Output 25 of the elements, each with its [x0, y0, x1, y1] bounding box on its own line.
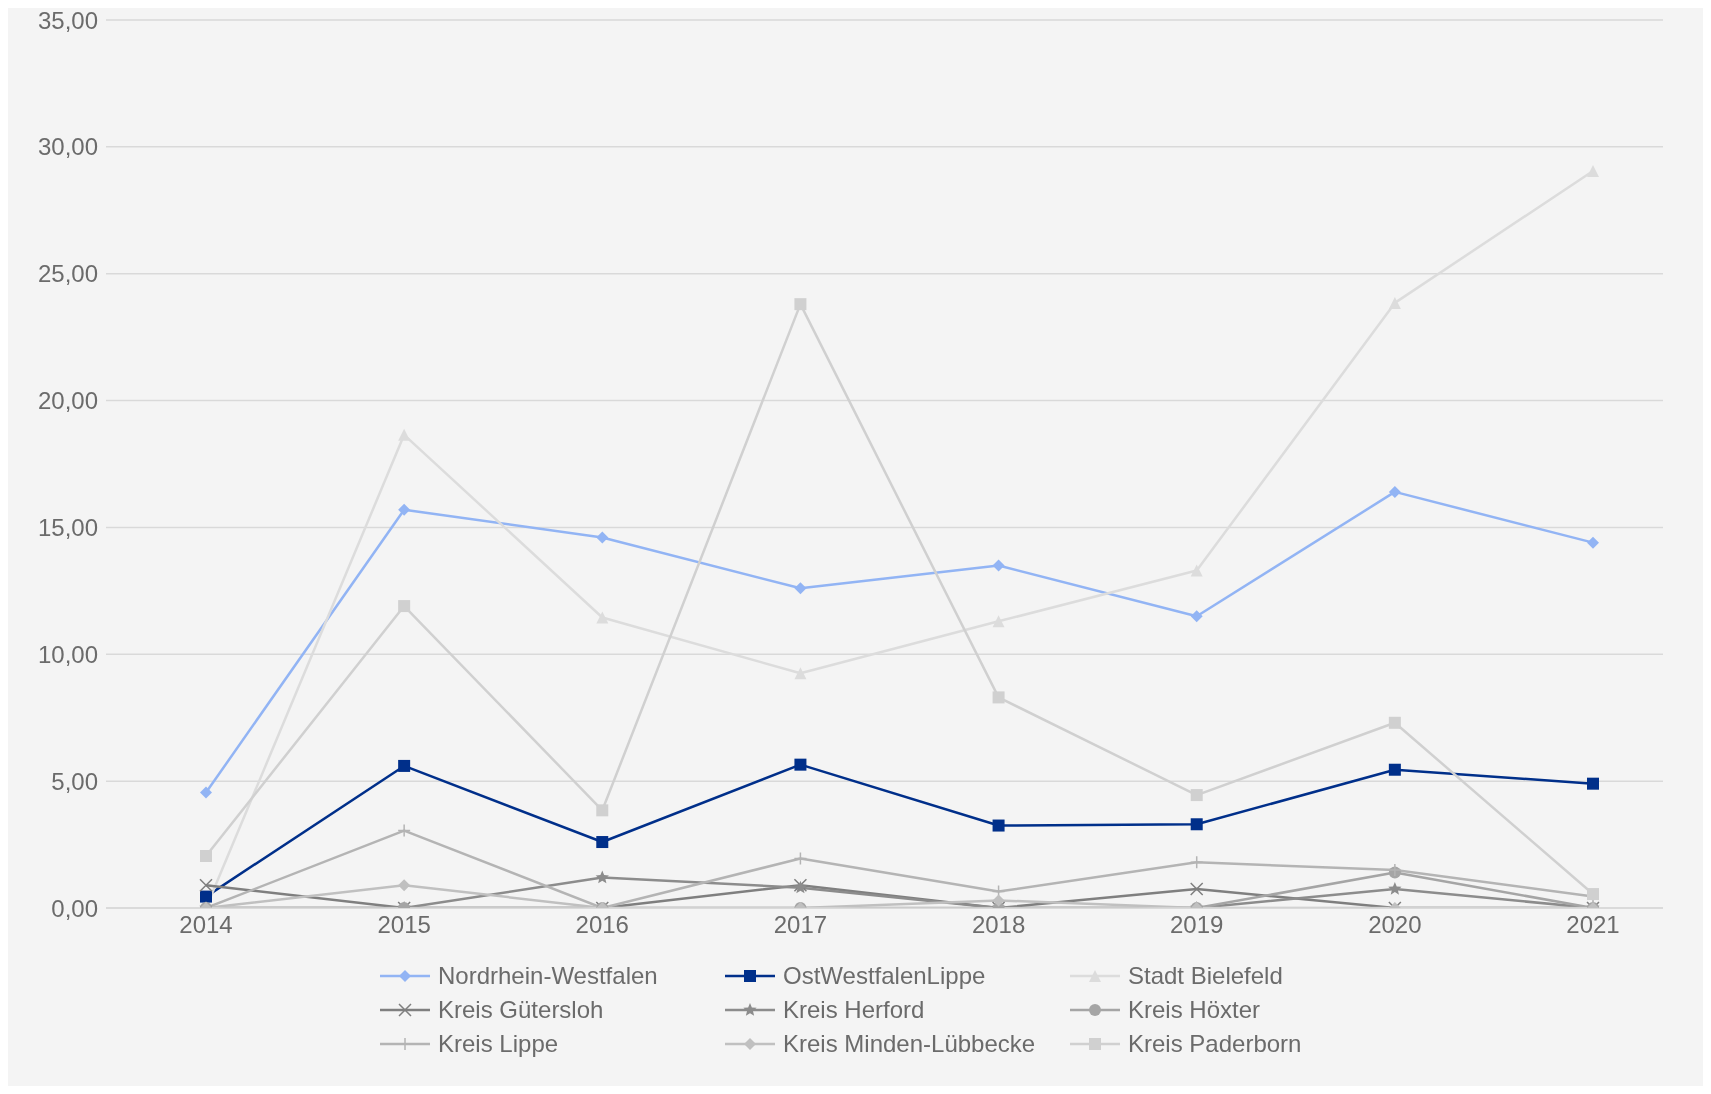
legend-label: Kreis Höxter: [1128, 996, 1261, 1024]
y-tick-label: 5,00: [51, 767, 98, 795]
x-tick-label: 2019: [1170, 911, 1224, 939]
x-tick-label: 2018: [971, 911, 1026, 939]
legend-label: Kreis Minden-Lübbecke: [783, 1030, 1036, 1058]
y-tick-label: 20,00: [37, 387, 98, 415]
legend-label: Stadt Bielefeld: [1128, 962, 1283, 990]
legend-label: OstWestfalenLippe: [783, 962, 986, 990]
y-tick-label: 35,00: [37, 6, 98, 34]
y-tick-label: 25,00: [37, 260, 98, 288]
x-tick-label: 2017: [773, 911, 828, 939]
x-tick-label: 2020: [1368, 911, 1422, 939]
y-tick-label: 15,00: [37, 513, 98, 541]
y-tick-label: 10,00: [37, 640, 98, 668]
legend-label: Kreis Lippe: [438, 1030, 559, 1058]
legend-label: Kreis Gütersloh: [438, 996, 604, 1024]
y-tick-label: 30,00: [37, 133, 98, 161]
legend-label: Kreis Paderborn: [1128, 1030, 1302, 1058]
x-tick-label: 2016: [575, 911, 629, 939]
x-tick-label: 2015: [377, 911, 431, 939]
legend-label: Kreis Herford: [783, 996, 925, 1024]
legend-label: Nordrhein-Westfalen: [438, 962, 658, 990]
x-tick-label: 2021: [1566, 911, 1620, 939]
y-tick-label: 0,00: [51, 894, 98, 922]
x-tick-label: 2014: [179, 911, 233, 939]
